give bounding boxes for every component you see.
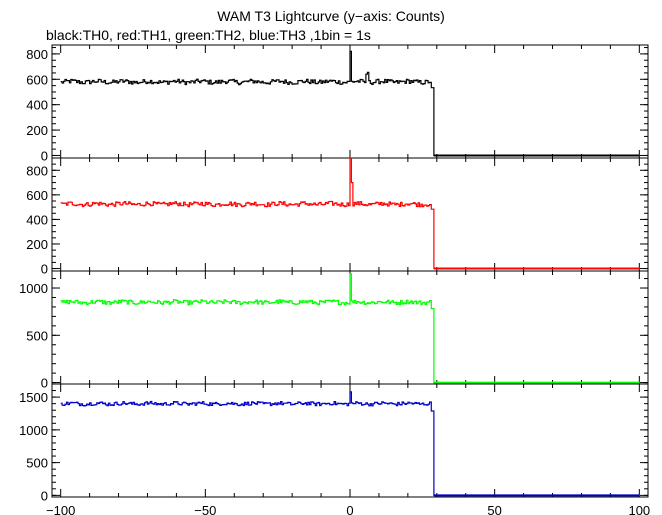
ytick-label-th0: 400 — [26, 98, 48, 113]
ytick-label-th0: 600 — [26, 72, 48, 87]
ytick-label-th0: 200 — [26, 123, 48, 138]
ytick-label-th1: 0 — [41, 262, 48, 277]
ytick-label-th2: 500 — [26, 328, 48, 343]
ytick-label-th0: 0 — [41, 148, 48, 163]
xtick-label: −50 — [194, 503, 216, 515]
xtick-label: 0 — [346, 503, 353, 515]
ytick-label-th3: 0 — [41, 488, 48, 503]
series-line-th3 — [60, 391, 640, 496]
ytick-label-th1: 400 — [26, 212, 48, 227]
ytick-label-th2: 1000 — [19, 281, 48, 296]
ytick-label-th1: 200 — [26, 237, 48, 252]
ytick-label-th0: 800 — [26, 47, 48, 62]
series-line-th0 — [60, 50, 640, 157]
ytick-label-th3: 1000 — [19, 423, 48, 438]
ytick-label-th1: 600 — [26, 188, 48, 203]
series-line-th1 — [60, 157, 640, 270]
ytick-label-th3: 1500 — [19, 390, 48, 405]
series-line-th2 — [60, 273, 640, 384]
xtick-label: −100 — [46, 503, 75, 515]
ytick-label-th2: 0 — [41, 376, 48, 391]
ytick-label-th3: 500 — [26, 456, 48, 471]
chart-subtitle: black:TH0, red:TH1, green:TH2, blue:TH3 … — [46, 27, 371, 43]
chart-title: WAM T3 Lightcurve (y−axis: Counts) — [217, 8, 445, 24]
xtick-label: 100 — [628, 503, 650, 515]
ytick-label-th1: 800 — [26, 163, 48, 178]
xtick-label: 50 — [487, 503, 501, 515]
